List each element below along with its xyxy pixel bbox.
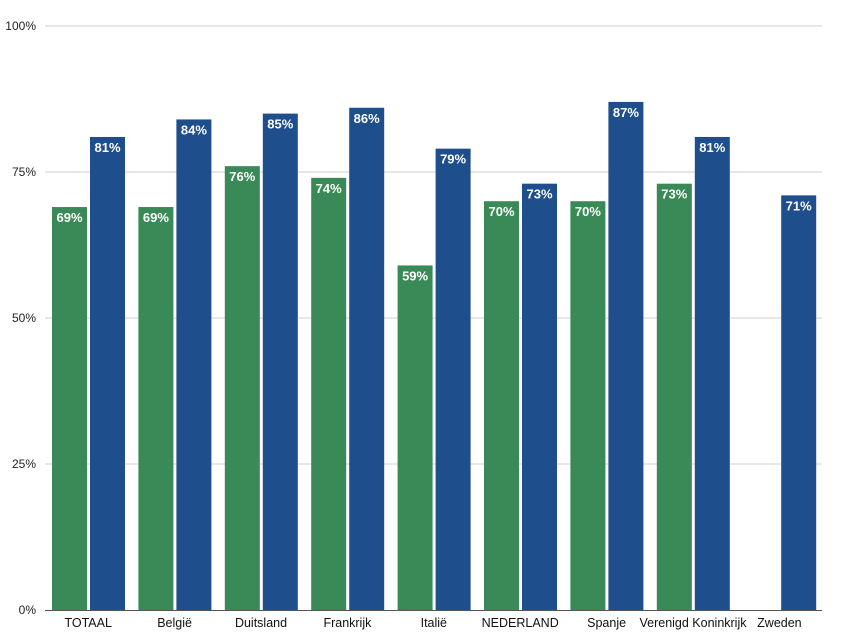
- data-label-zweden-series-2: 71%: [786, 198, 812, 213]
- bars: [52, 101, 817, 611]
- bar-belgie-series-1: [138, 207, 174, 611]
- x-tick-label-spanje: Spanje: [587, 616, 626, 630]
- data-label-belgie-series-1: 69%: [143, 210, 169, 225]
- bar-belgie-series-2: [176, 119, 212, 610]
- data-label-duitsland-series-1: 76%: [229, 169, 255, 184]
- bar-totaal-series-2: [90, 136, 125, 610]
- x-tick-label-nederland: NEDERLAND: [482, 616, 559, 630]
- data-label-totaal-series-2: 81%: [94, 140, 120, 155]
- data-label-verenigd-koninkrijk-series-2: 81%: [699, 140, 725, 155]
- bar-spanje-series-2: [608, 101, 644, 611]
- data-label-duitsland-series-2: 85%: [267, 117, 293, 132]
- data-label-belgie-series-2: 84%: [181, 122, 207, 137]
- data-labels: 69% 69% 76% 74% 59% 70% 70% 73% 81% 84% 85% 86% 79% 7…: [56, 105, 812, 284]
- data-label-italie-series-1: 59%: [402, 268, 428, 283]
- bar-nederland-series-1: [484, 201, 519, 610]
- data-label-frankrijk-series-1: 74%: [316, 181, 342, 196]
- y-tick-label-0: 0%: [19, 603, 37, 617]
- data-label-frankrijk-series-2: 86%: [354, 111, 380, 126]
- data-label-spanje-series-1: 70%: [575, 204, 601, 219]
- bar-frankrijk-series-2: [349, 107, 385, 610]
- data-label-italie-series-2: 79%: [440, 152, 466, 167]
- x-tick-label-italie: Italië: [421, 616, 447, 630]
- x-tick-label-duitsland: Duitsland: [235, 616, 287, 630]
- bar-nederland-series-2: [522, 183, 557, 610]
- y-tick-label-50: 50%: [12, 311, 36, 325]
- y-tick-label-25: 25%: [12, 457, 36, 471]
- y-tick-label-75: 75%: [12, 165, 36, 179]
- y-tick-label-100: 100%: [5, 19, 36, 33]
- bar-frankrijk-series-1: [311, 177, 347, 610]
- x-tick-label-belgie: België: [157, 616, 192, 630]
- x-tick-label-totaal: TOTAAL: [64, 616, 112, 630]
- data-label-totaal-series-1: 69%: [56, 210, 82, 225]
- data-label-verenigd-koninkrijk-series-1: 73%: [661, 187, 687, 202]
- bar-verenigd-koninkrijk-series-1: [656, 183, 692, 610]
- bar-italie-series-2: [435, 148, 471, 610]
- bar-duitsland-series-2: [262, 113, 298, 610]
- bar-spanje-series-1: [570, 201, 606, 610]
- x-tick-label-verenigd-koninkrijk: Verenigd Koninkrijk: [639, 616, 747, 630]
- bar-totaal-series-1: [52, 207, 87, 611]
- axes: 0% 25% 50% 75% 100% TOTAAL België Duitsland Fran…: [5, 19, 822, 630]
- grid-lines: [45, 25, 822, 465]
- bar-italie-series-1: [397, 265, 433, 610]
- bar-verenigd-koninkrijk-series-2: [694, 136, 730, 610]
- data-label-nederland-series-1: 70%: [488, 204, 514, 219]
- bar-zweden-series-2: [781, 195, 817, 611]
- data-label-spanje-series-2: 87%: [613, 105, 639, 120]
- bar-duitsland-series-1: [224, 166, 260, 610]
- x-tick-label-zweden: Zweden: [757, 616, 802, 630]
- x-tick-label-frankrijk: Frankrijk: [323, 616, 372, 630]
- data-label-nederland-series-2: 73%: [526, 187, 552, 202]
